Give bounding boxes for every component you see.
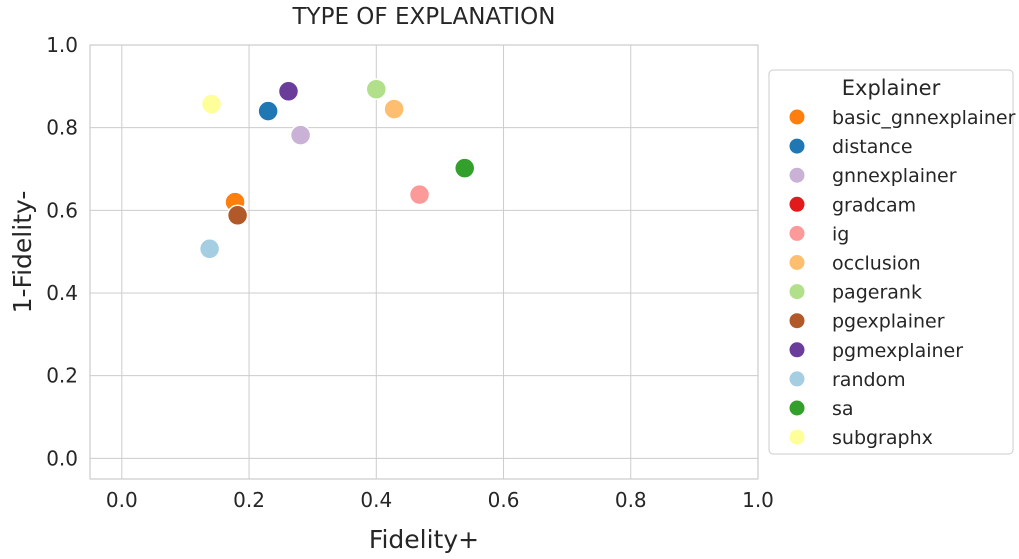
y-tick-label: 0.8 [46,116,78,140]
legend-marker-gradcam [789,196,805,212]
y-tick-label: 0.0 [46,446,78,470]
point-pgmexplainer [277,80,300,103]
y-axis-ticks: 0.0 0.2 0.4 0.6 0.8 1.0 [46,33,78,470]
legend-label: pagerank [832,282,922,304]
point-pgexplainer [226,204,249,227]
x-tick-label: 0.6 [488,488,520,512]
point-occlusion [383,98,405,120]
point-distance [257,100,279,122]
legend-marker-pgexplainer [789,313,805,329]
x-tick-label: 1.0 [742,488,774,512]
legend-marker-basic-gnnexplainer [789,109,805,125]
legend-label: basic_gnnexplainer [832,107,1016,129]
x-axis-ticks: 0.0 0.2 0.4 0.6 0.8 1.0 [106,488,774,512]
legend-label: gradcam [832,194,916,216]
legend-label: subgraphx [832,427,933,449]
legend-label: random [832,369,906,391]
point-subgraphx [200,93,223,115]
point-ig [408,183,431,206]
legend-title: Explainer [842,76,941,100]
x-tick-label: 0.2 [233,488,265,512]
point-pagerank [365,78,388,100]
legend-marker-gnnexplainer [789,167,805,183]
legend-marker-occlusion [789,255,805,270]
legend-marker-distance [789,138,805,154]
legend-marker-pgmexplainer [789,342,805,358]
y-tick-label: 0.4 [46,281,78,305]
x-axis-label: Fidelity+ [369,525,479,554]
legend-marker-random [789,371,805,387]
chart-title: TYPE OF EXPLANATION [292,4,556,30]
legend-label: occlusion [832,253,921,275]
grid [90,44,759,479]
x-tick-label: 0.0 [106,488,138,512]
point-gnnexplainer [289,124,312,146]
legend-items: basic_gnnexplainer distance gnnexplainer gr… [789,107,1016,449]
legend-box [768,69,1014,455]
legend-label: distance [832,136,913,158]
x-tick-label: 0.4 [360,488,392,512]
x-tick-label: 0.8 [615,488,647,512]
legend-marker-pagerank [789,284,805,300]
legend-marker-sa [789,400,805,416]
legend-label: pgmexplainer [832,340,963,362]
data-points [198,78,476,260]
point-sa [453,157,476,179]
y-axis-label: 1-Fidelity- [8,191,37,314]
legend-label: pgexplainer [832,311,945,333]
legend-label: gnnexplainer [832,165,957,187]
plot-frame [89,44,759,480]
legend-label: sa [832,398,854,420]
y-tick-label: 0.6 [46,198,78,222]
legend-label: ig [832,223,849,245]
point-random [198,238,221,260]
y-tick-label: 1.0 [46,33,78,57]
y-tick-label: 0.2 [46,364,78,388]
legend: Explainer basic_gnnexplainer distance gnne… [768,69,1016,455]
legend-marker-subgraphx [789,429,805,445]
legend-marker-ig [789,225,805,241]
